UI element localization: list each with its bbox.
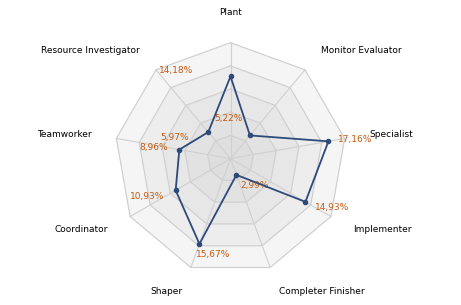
Text: 14,18%: 14,18% [159, 66, 193, 75]
Polygon shape [139, 66, 322, 246]
Text: Monitor Evaluator: Monitor Evaluator [321, 46, 402, 55]
Text: Resource Investigator: Resource Investigator [41, 46, 140, 55]
Text: 2,99%: 2,99% [240, 181, 269, 190]
Text: 8,96%: 8,96% [139, 143, 168, 152]
Text: 15,67%: 15,67% [195, 250, 230, 259]
Text: Implementer: Implementer [353, 225, 412, 234]
Text: 17,16%: 17,16% [337, 135, 372, 144]
Text: 14,93%: 14,93% [314, 203, 349, 212]
Text: 10,93%: 10,93% [130, 192, 165, 201]
Text: Shaper: Shaper [150, 287, 182, 296]
Text: Specialist: Specialist [370, 130, 414, 138]
Polygon shape [185, 112, 276, 202]
Text: 5,97%: 5,97% [161, 133, 189, 142]
Text: 5,22%: 5,22% [214, 114, 243, 123]
Polygon shape [207, 135, 254, 180]
Text: Coordinator: Coordinator [55, 225, 108, 234]
Text: Teamworker: Teamworker [36, 130, 91, 138]
Text: Completer Finisher: Completer Finisher [279, 287, 365, 296]
Polygon shape [162, 89, 299, 224]
Text: Plant: Plant [219, 8, 242, 17]
Polygon shape [116, 43, 345, 267]
